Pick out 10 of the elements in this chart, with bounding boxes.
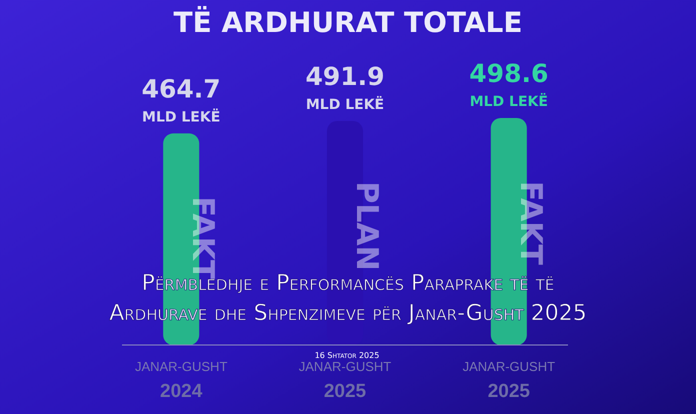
annotation: PLAN	[349, 181, 384, 271]
annotation: FAKT	[512, 181, 548, 266]
x-tick-label: JANAR-GUSHT 2025	[462, 359, 556, 402]
data-label: 498.6 MLD LEKË	[469, 59, 548, 110]
x-tick-label: JANAR-GUSHT 2025	[298, 359, 392, 402]
data-label: 464.7 MLD LEKË	[142, 74, 221, 126]
chart-title: TË ARDHURAT TOTALE	[174, 6, 522, 39]
data-label: 491.9 MLD LEKË	[305, 62, 385, 114]
text: 16 Shtator 2025	[314, 351, 380, 360]
x-tick-label: JANAR-GUSHT 2024	[134, 359, 228, 402]
